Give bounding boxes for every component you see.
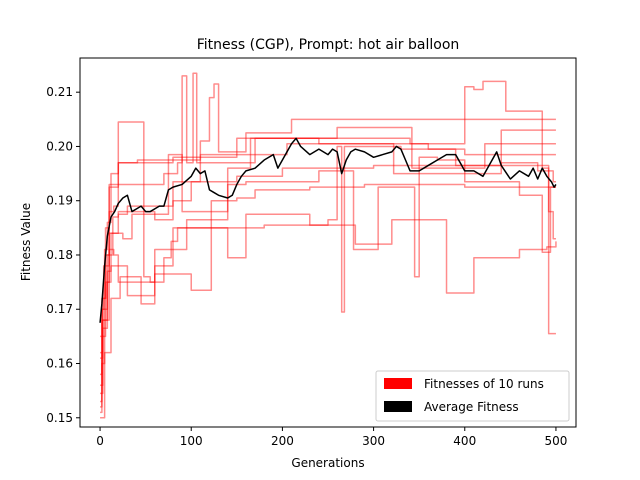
y-tick-label: 0.18: [46, 248, 73, 262]
run-line-7: [100, 83, 556, 354]
x-axis-label: Generations: [291, 456, 364, 470]
run-line-2: [100, 126, 556, 359]
x-axis: 0 100 200 300 400 500: [96, 427, 567, 448]
x-tick-label: 100: [180, 434, 203, 448]
x-tick-label: 500: [544, 434, 567, 448]
runs-layer: [100, 72, 557, 419]
legend-swatch-average: [384, 401, 412, 412]
x-tick-label: 400: [453, 434, 476, 448]
run-line-8: [100, 72, 556, 338]
run-line-9: [100, 213, 557, 395]
y-tick-label: 0.15: [46, 411, 73, 425]
y-axis-label: Fitness Value: [19, 203, 33, 281]
legend-swatch-runs: [384, 378, 412, 389]
run-line-3: [100, 121, 556, 376]
y-tick-label: 0.21: [46, 85, 73, 99]
average-layer: [99, 137, 557, 323]
y-tick-label: 0.19: [46, 194, 73, 208]
run-line-10: [100, 164, 556, 414]
x-tick-label: 0: [96, 434, 104, 448]
chart-title: Fitness (CGP), Prompt: hot air balloon: [197, 37, 460, 53]
legend-box: [375, 370, 570, 422]
plot-area-frame: [79, 57, 577, 428]
legend-label-runs: Fitnesses of 10 runs: [424, 377, 544, 391]
y-axis: 0.15 0.16 0.17 0.18 0.19 0.20 0.21: [46, 85, 80, 425]
x-tick-label: 200: [271, 434, 294, 448]
y-tick-label: 0.17: [46, 302, 73, 316]
average-fitness-line: [99, 137, 557, 323]
run-line-6: [100, 183, 556, 419]
x-tick-label: 300: [362, 434, 385, 448]
legend: Fitnesses of 10 runs Average Fitness: [375, 370, 570, 422]
y-tick-label: 0.16: [46, 357, 73, 371]
run-line-4: [100, 153, 556, 386]
y-tick-label: 0.20: [46, 139, 73, 153]
legend-label-average: Average Fitness: [424, 400, 519, 414]
